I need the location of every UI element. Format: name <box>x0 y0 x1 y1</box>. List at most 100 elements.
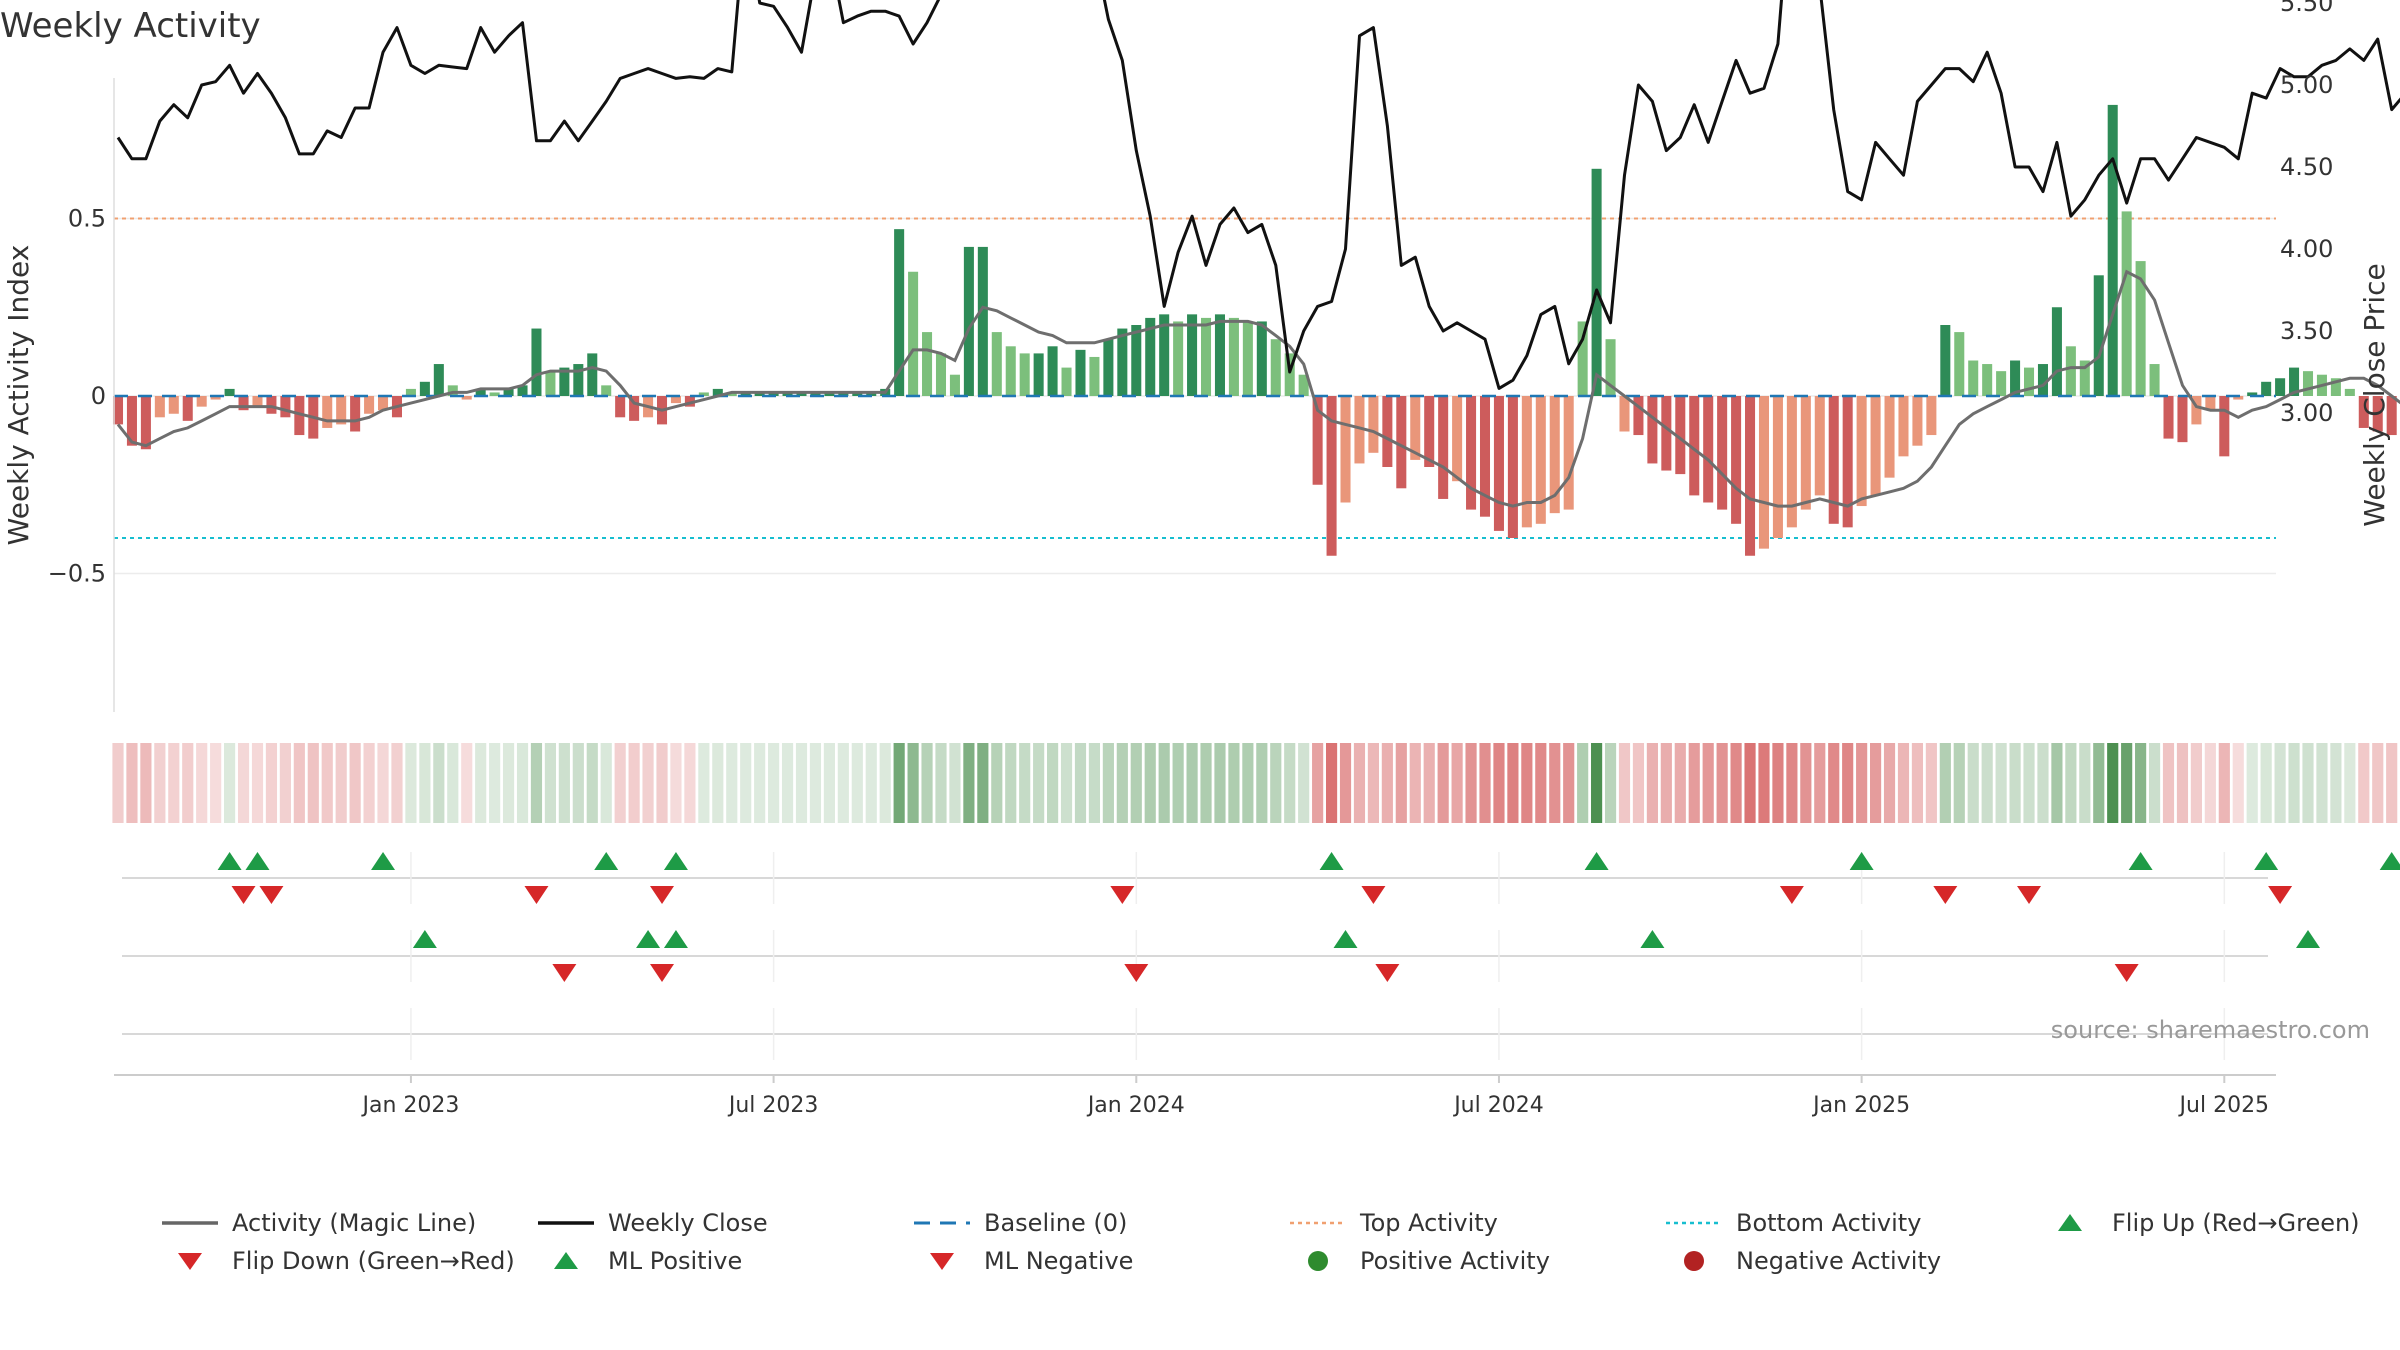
legend-item: ML Negative <box>912 1243 1133 1279</box>
flip-up-marker <box>663 852 688 870</box>
flip-up-marker <box>245 852 270 870</box>
flip-up-marker <box>371 852 396 870</box>
chart-title: Weekly Activity <box>0 6 261 46</box>
flip-down-marker <box>259 886 284 904</box>
activity-bar <box>1173 321 1184 396</box>
heat-strip-cell <box>1381 743 1393 823</box>
legend: Activity (Magic Line) Weekly Close Baselin… <box>160 1205 2400 1295</box>
activity-bar <box>280 396 291 418</box>
heat-strip-cell <box>1800 743 1812 823</box>
heat-strip-cell <box>1995 743 2007 823</box>
activity-bar <box>1926 396 1937 436</box>
flip-up-marker <box>1584 852 1609 870</box>
activity-bar <box>196 396 207 407</box>
heat-strip-cell <box>265 743 278 823</box>
activity-bar <box>1089 356 1100 396</box>
activity-bar <box>224 388 235 396</box>
activity-bar <box>1019 353 1030 396</box>
x-tick-label: Jul 2025 <box>2178 1093 2270 1118</box>
x-tick-label: Jul 2023 <box>727 1093 819 1118</box>
activity-bar <box>1814 396 1825 496</box>
activity-bar <box>1033 353 1044 396</box>
activity-bar <box>2163 396 2174 439</box>
heat-strip-cell <box>2246 743 2258 823</box>
activity-bar <box>796 392 807 396</box>
legend-swatch-icon <box>2058 1214 2082 1231</box>
activity-bar <box>1703 396 1714 503</box>
heat-strip-cell <box>977 743 989 823</box>
heat-strip-cell <box>1883 743 1896 823</box>
heat-strip-cell <box>921 743 933 823</box>
activity-bar <box>1968 360 1979 396</box>
heat-strip-cell <box>2190 743 2202 823</box>
activity-bar <box>601 385 612 396</box>
heat-strip-cell <box>2330 743 2342 823</box>
activity-bar <box>698 392 709 396</box>
activity-bar <box>587 353 598 396</box>
heat-strip-cell <box>126 743 138 823</box>
legend-swatch-icon <box>1308 1251 1328 1271</box>
activity-bar <box>1228 317 1239 396</box>
activity-bar <box>2191 396 2202 425</box>
legend-label: Top Activity <box>1360 1209 1498 1237</box>
legend-label: Activity (Magic Line) <box>232 1209 477 1237</box>
weekly-close-series <box>116 0 2400 390</box>
heat-strip-cell <box>2023 743 2035 823</box>
activity-bar <box>2037 364 2048 396</box>
heat-strip-cell <box>1535 743 1547 823</box>
heat-strip-cell <box>907 743 919 823</box>
activity-bar <box>517 385 528 396</box>
activity-bar <box>977 246 988 396</box>
legend-label: Flip Up (Red→Green) <box>2112 1209 2360 1237</box>
heat-strip-cell <box>1158 743 1170 823</box>
heat-strip-cell <box>1981 743 1993 823</box>
flip-up-marker <box>1849 852 1874 870</box>
y-axis-title: Weekly Activity Index <box>2 245 35 546</box>
heat-strip-cell <box>1395 743 1407 823</box>
activity-bar <box>2261 381 2272 396</box>
heat-strip-cell <box>1632 743 1645 823</box>
activity-bar <box>1159 314 1170 396</box>
activity-bar <box>1326 396 1337 556</box>
activity-bar <box>782 392 793 396</box>
activity-bar <box>475 388 486 396</box>
legend-tri-down-glyph <box>178 1253 202 1270</box>
heat-strip-cell <box>642 743 654 823</box>
heat-strip-cell <box>1005 743 1017 823</box>
activity-bar <box>1410 396 1421 460</box>
activity-bar <box>1717 396 1728 510</box>
activity-bar <box>1758 396 1770 549</box>
activity-bar <box>2275 378 2286 396</box>
activity-bar <box>2107 104 2118 397</box>
activity-bar <box>405 388 416 396</box>
activity-bar <box>1145 317 1156 396</box>
heat-strip-cell <box>1604 743 1617 823</box>
activity-bar <box>1689 396 1700 496</box>
heat-strip-cell <box>1256 743 1268 823</box>
heat-strip-cell <box>614 743 626 823</box>
heat-strip-cell <box>795 743 808 823</box>
heat-strip-cell <box>1047 743 1059 823</box>
activity-bar <box>2233 396 2244 400</box>
y2-tick-label: 3.50 <box>2280 317 2333 345</box>
heat-strip-cell <box>2037 743 2049 823</box>
activity-bar <box>810 392 821 396</box>
y-tick-label: 0 <box>91 382 106 410</box>
heat-strip-cell <box>1674 743 1686 823</box>
y2-tick-label: 5.00 <box>2280 71 2333 99</box>
heat-strip-cell <box>1646 743 1658 823</box>
activity-bar <box>1256 321 1267 396</box>
heat-strip-cell <box>1688 743 1700 823</box>
heat-strip-cell <box>168 743 180 823</box>
activity-bar <box>2372 396 2383 432</box>
activity-bar <box>629 396 640 421</box>
heat-strip-cell <box>1549 743 1561 823</box>
heat-strip-cell <box>1479 743 1491 823</box>
heat-strip-cell <box>1897 743 1910 823</box>
flip-up-marker <box>636 930 661 948</box>
y2-tick-label: 5.50 <box>2280 0 2333 17</box>
heat-strip-cell <box>1284 743 1296 823</box>
heat-strip-cell <box>754 743 766 823</box>
activity-bar <box>949 374 960 396</box>
